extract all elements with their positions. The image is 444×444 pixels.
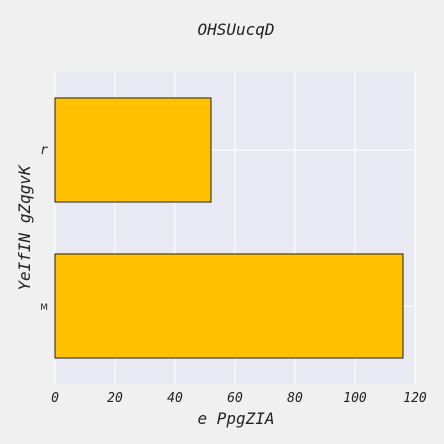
x-tick-label: 0: [51, 391, 59, 406]
x-tick-label: 80: [287, 391, 303, 406]
bar-M: [54, 253, 404, 359]
x-tick-label: 60: [227, 391, 243, 406]
y-tick-label: M: [40, 303, 48, 313]
x-tick-label: 20: [107, 391, 123, 406]
chart-title: OHSUucqD: [197, 20, 274, 39]
x-tick-labels: 0 20 40 60 80 100 120: [51, 391, 427, 406]
x-axis-label: e PpgZIA: [197, 409, 274, 428]
y-tick-label: r: [40, 143, 48, 158]
x-tick-label: 100: [343, 391, 367, 406]
y-axis-label: YeIfIN gZqgvK: [15, 164, 34, 291]
bar-r: [54, 97, 212, 203]
bars: [54, 97, 404, 359]
y-tick-labels: rM: [40, 143, 48, 313]
x-tick-label: 120: [403, 391, 427, 406]
x-tick-label: 40: [167, 391, 183, 406]
